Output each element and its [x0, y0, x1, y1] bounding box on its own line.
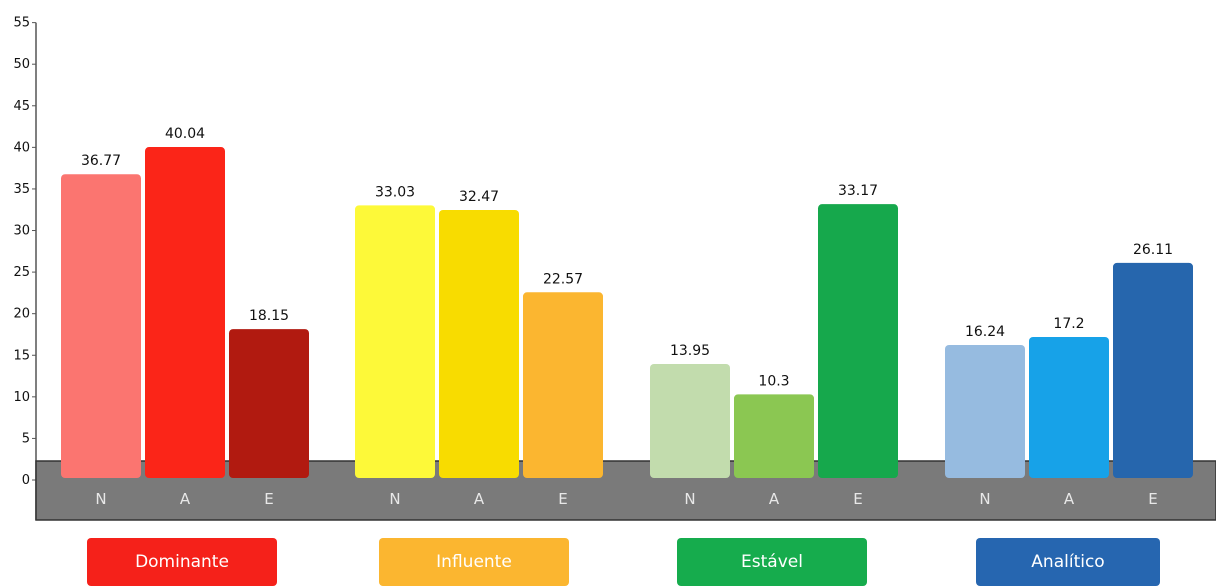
legend-item-dominante[interactable]: Dominante	[87, 538, 277, 586]
x-tick-label: A	[769, 490, 780, 508]
bar-influente-a	[439, 209, 519, 478]
y-tick-label: 45	[13, 99, 30, 114]
bar-estvel-n	[650, 363, 730, 478]
bar-analtico-e	[1113, 262, 1193, 478]
y-tick-label: 20	[13, 307, 30, 322]
data-label: 40.04	[165, 126, 205, 142]
x-tick-label: A	[180, 490, 191, 508]
bar-influente-n	[355, 205, 435, 479]
bar-analtico-n	[945, 344, 1025, 478]
x-tick-label: N	[389, 490, 400, 508]
x-tick-label: N	[979, 490, 990, 508]
bar-analtico-a	[1029, 336, 1109, 478]
bar-estvel-e	[818, 204, 898, 479]
bar-dominante-e	[229, 329, 309, 478]
data-label: 33.03	[375, 184, 415, 200]
legend-item-estavel[interactable]: Estável	[677, 538, 867, 586]
y-tick-label: 35	[13, 182, 30, 197]
data-label: 13.95	[670, 343, 710, 359]
x-tick-label: N	[684, 490, 695, 508]
data-label: 32.47	[459, 189, 499, 205]
y-tick-label: 40	[13, 140, 30, 155]
legend-label: Analítico	[1031, 552, 1105, 572]
bar-estvel-a	[734, 394, 814, 478]
y-tick-label: 15	[13, 348, 30, 363]
y-axis: 0 5 10 15 20 25 30 35 40 45 50 55	[13, 16, 37, 520]
y-tick-label: 50	[13, 57, 30, 72]
data-label: 17.2	[1053, 316, 1084, 332]
x-tick-label: E	[264, 490, 273, 508]
data-label: 36.77	[81, 153, 121, 169]
legend-label: Dominante	[135, 552, 229, 572]
legend-item-analitico[interactable]: Analítico	[976, 538, 1160, 586]
bar-dominante-n	[61, 174, 141, 478]
x-tick-label: N	[95, 490, 106, 508]
x-tick-label: E	[558, 490, 567, 508]
data-label: 10.3	[758, 373, 789, 389]
legend-label: Influente	[436, 552, 512, 572]
legend-item-influente[interactable]: Influente	[379, 538, 569, 586]
data-label: 22.57	[543, 271, 583, 287]
y-tick-label: 5	[22, 431, 30, 446]
y-tick-label: 55	[13, 16, 30, 31]
data-label: 26.11	[1133, 242, 1173, 258]
data-label: 16.24	[965, 324, 1005, 340]
y-tick-label: 10	[13, 390, 30, 405]
bar-influente-e	[523, 292, 603, 478]
bars: 36.77 40.04 18.15 33.03 32.47 22.57 13.95 10.3 3…	[61, 126, 1193, 479]
x-tick-label: A	[1064, 490, 1075, 508]
x-tick-label: A	[474, 490, 485, 508]
y-tick-label: 0	[22, 473, 30, 488]
y-tick-label: 25	[13, 265, 30, 280]
x-tick-label: E	[1148, 490, 1157, 508]
legend-label: Estável	[741, 552, 803, 572]
data-label: 18.15	[249, 308, 289, 324]
y-tick-label: 30	[13, 224, 30, 239]
data-label: 33.17	[838, 183, 878, 199]
x-tick-label: E	[853, 490, 862, 508]
bar-dominante-a	[145, 147, 225, 479]
